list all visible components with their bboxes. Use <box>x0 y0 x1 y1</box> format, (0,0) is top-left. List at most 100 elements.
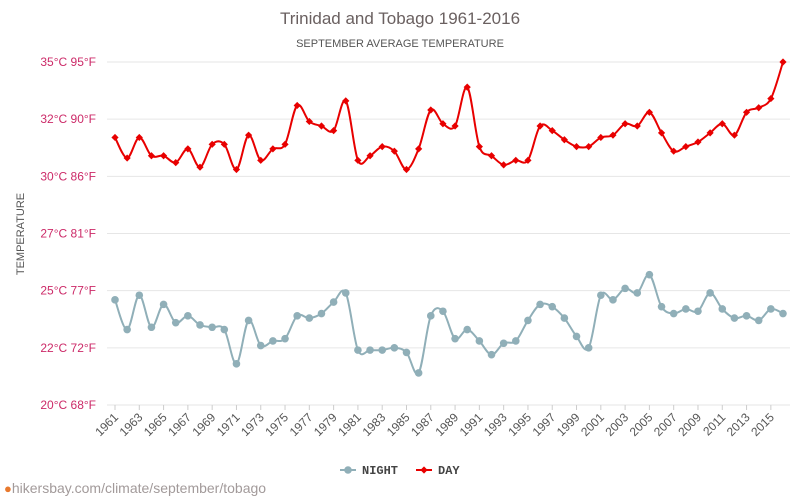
x-tick-label: 1969 <box>190 410 219 439</box>
day-point <box>135 133 143 142</box>
night-point <box>281 334 289 343</box>
day-point <box>378 143 386 151</box>
night-point <box>111 296 119 304</box>
x-tick-label: 1999 <box>554 410 583 439</box>
night-point <box>317 309 326 318</box>
x-tick-label: 1975 <box>262 410 291 439</box>
night-point <box>669 309 678 318</box>
night-point <box>256 341 265 350</box>
day-point <box>730 131 739 139</box>
chart-title: Trinidad and Tobago 1961-2016 <box>280 9 520 28</box>
day-point <box>657 129 666 137</box>
y-tick-label: 35°C 95°F <box>40 55 96 69</box>
day-point <box>487 152 496 160</box>
day-point <box>451 122 459 130</box>
x-tick-label: 2015 <box>748 410 777 439</box>
night-point <box>682 305 690 313</box>
night-point <box>378 346 387 354</box>
day-point <box>694 138 702 146</box>
night-point <box>220 325 229 334</box>
night-point <box>426 312 435 320</box>
day-point <box>293 101 301 110</box>
night-point <box>463 325 472 334</box>
day-point <box>463 83 471 91</box>
legend-item-night[interactable]: NIGHT <box>340 464 398 478</box>
night-point <box>779 309 787 318</box>
legend-item-day[interactable]: DAY <box>416 464 460 478</box>
day-point <box>257 156 265 164</box>
x-tick-label: 1973 <box>238 410 267 439</box>
night-point <box>341 289 350 297</box>
night-point <box>560 314 569 322</box>
night-point <box>184 312 192 320</box>
day-point <box>755 104 763 112</box>
legend-marker <box>420 466 428 474</box>
x-tick-label: 1983 <box>360 410 389 439</box>
night-point <box>767 305 775 313</box>
y-axis-label: TEMPERATURE <box>15 193 27 275</box>
night-point <box>305 314 314 322</box>
legend-marker <box>344 466 352 474</box>
night-point <box>657 302 666 311</box>
day-point <box>645 108 653 116</box>
x-tick-label: 1961 <box>92 410 121 439</box>
y-tick-label: 27°C 81°F <box>40 227 96 241</box>
day-point <box>597 133 605 142</box>
night-point <box>439 307 447 316</box>
day-point <box>147 152 156 160</box>
day-point <box>305 117 313 126</box>
day-point <box>536 122 544 130</box>
day-point <box>548 127 556 135</box>
x-tick-label: 1981 <box>335 410 364 439</box>
night-point <box>499 339 508 348</box>
night-line <box>114 273 784 376</box>
legend-label: NIGHT <box>362 464 398 478</box>
watermark[interactable]: ●hikersbay.com/climate/september/tobago <box>4 480 266 496</box>
x-tick-label: 2009 <box>675 410 704 439</box>
x-tick-label: 1997 <box>530 410 559 439</box>
day-point <box>500 161 508 169</box>
day-point <box>572 143 581 151</box>
night-point <box>524 316 532 325</box>
x-tick-label: 1979 <box>311 410 340 439</box>
day-point <box>427 106 435 114</box>
x-tick-label: 2003 <box>602 410 631 439</box>
night-point <box>597 291 605 300</box>
night-point <box>135 291 144 300</box>
day-point <box>111 133 119 142</box>
day-point <box>184 145 192 153</box>
day-point <box>208 140 216 148</box>
watermark-text: hikersbay.com/climate/september/tobago <box>11 480 267 496</box>
day-line <box>114 61 784 171</box>
x-tick-label: 1987 <box>408 410 437 439</box>
location-pin-icon: ● <box>4 481 12 496</box>
day-point <box>220 140 228 148</box>
day-point <box>196 163 204 171</box>
x-tick-label: 1967 <box>165 410 194 439</box>
day-point <box>245 131 253 139</box>
grid-lines <box>107 61 790 406</box>
day-point <box>621 120 629 128</box>
x-tick-label: 1989 <box>432 410 461 439</box>
day-point <box>439 120 447 128</box>
x-tick-label: 1977 <box>287 410 316 439</box>
night-point <box>609 296 617 304</box>
night-point <box>293 312 301 320</box>
legend: NIGHT DAY <box>340 464 460 478</box>
day-point <box>779 58 787 66</box>
day-point <box>232 165 241 174</box>
night-point <box>414 369 423 377</box>
night-point <box>244 316 253 325</box>
series-day <box>111 58 787 174</box>
y-tick-label: 20°C 68°F <box>40 398 96 412</box>
night-point <box>269 337 277 345</box>
night-point <box>402 348 411 357</box>
night-point <box>621 284 629 293</box>
night-point <box>232 360 241 368</box>
night-point <box>487 350 496 359</box>
night-point <box>730 314 739 322</box>
y-tick-label: 25°C 77°F <box>40 284 96 298</box>
x-tick-label: 2011 <box>700 410 728 438</box>
x-tick-label: 2005 <box>627 410 656 439</box>
